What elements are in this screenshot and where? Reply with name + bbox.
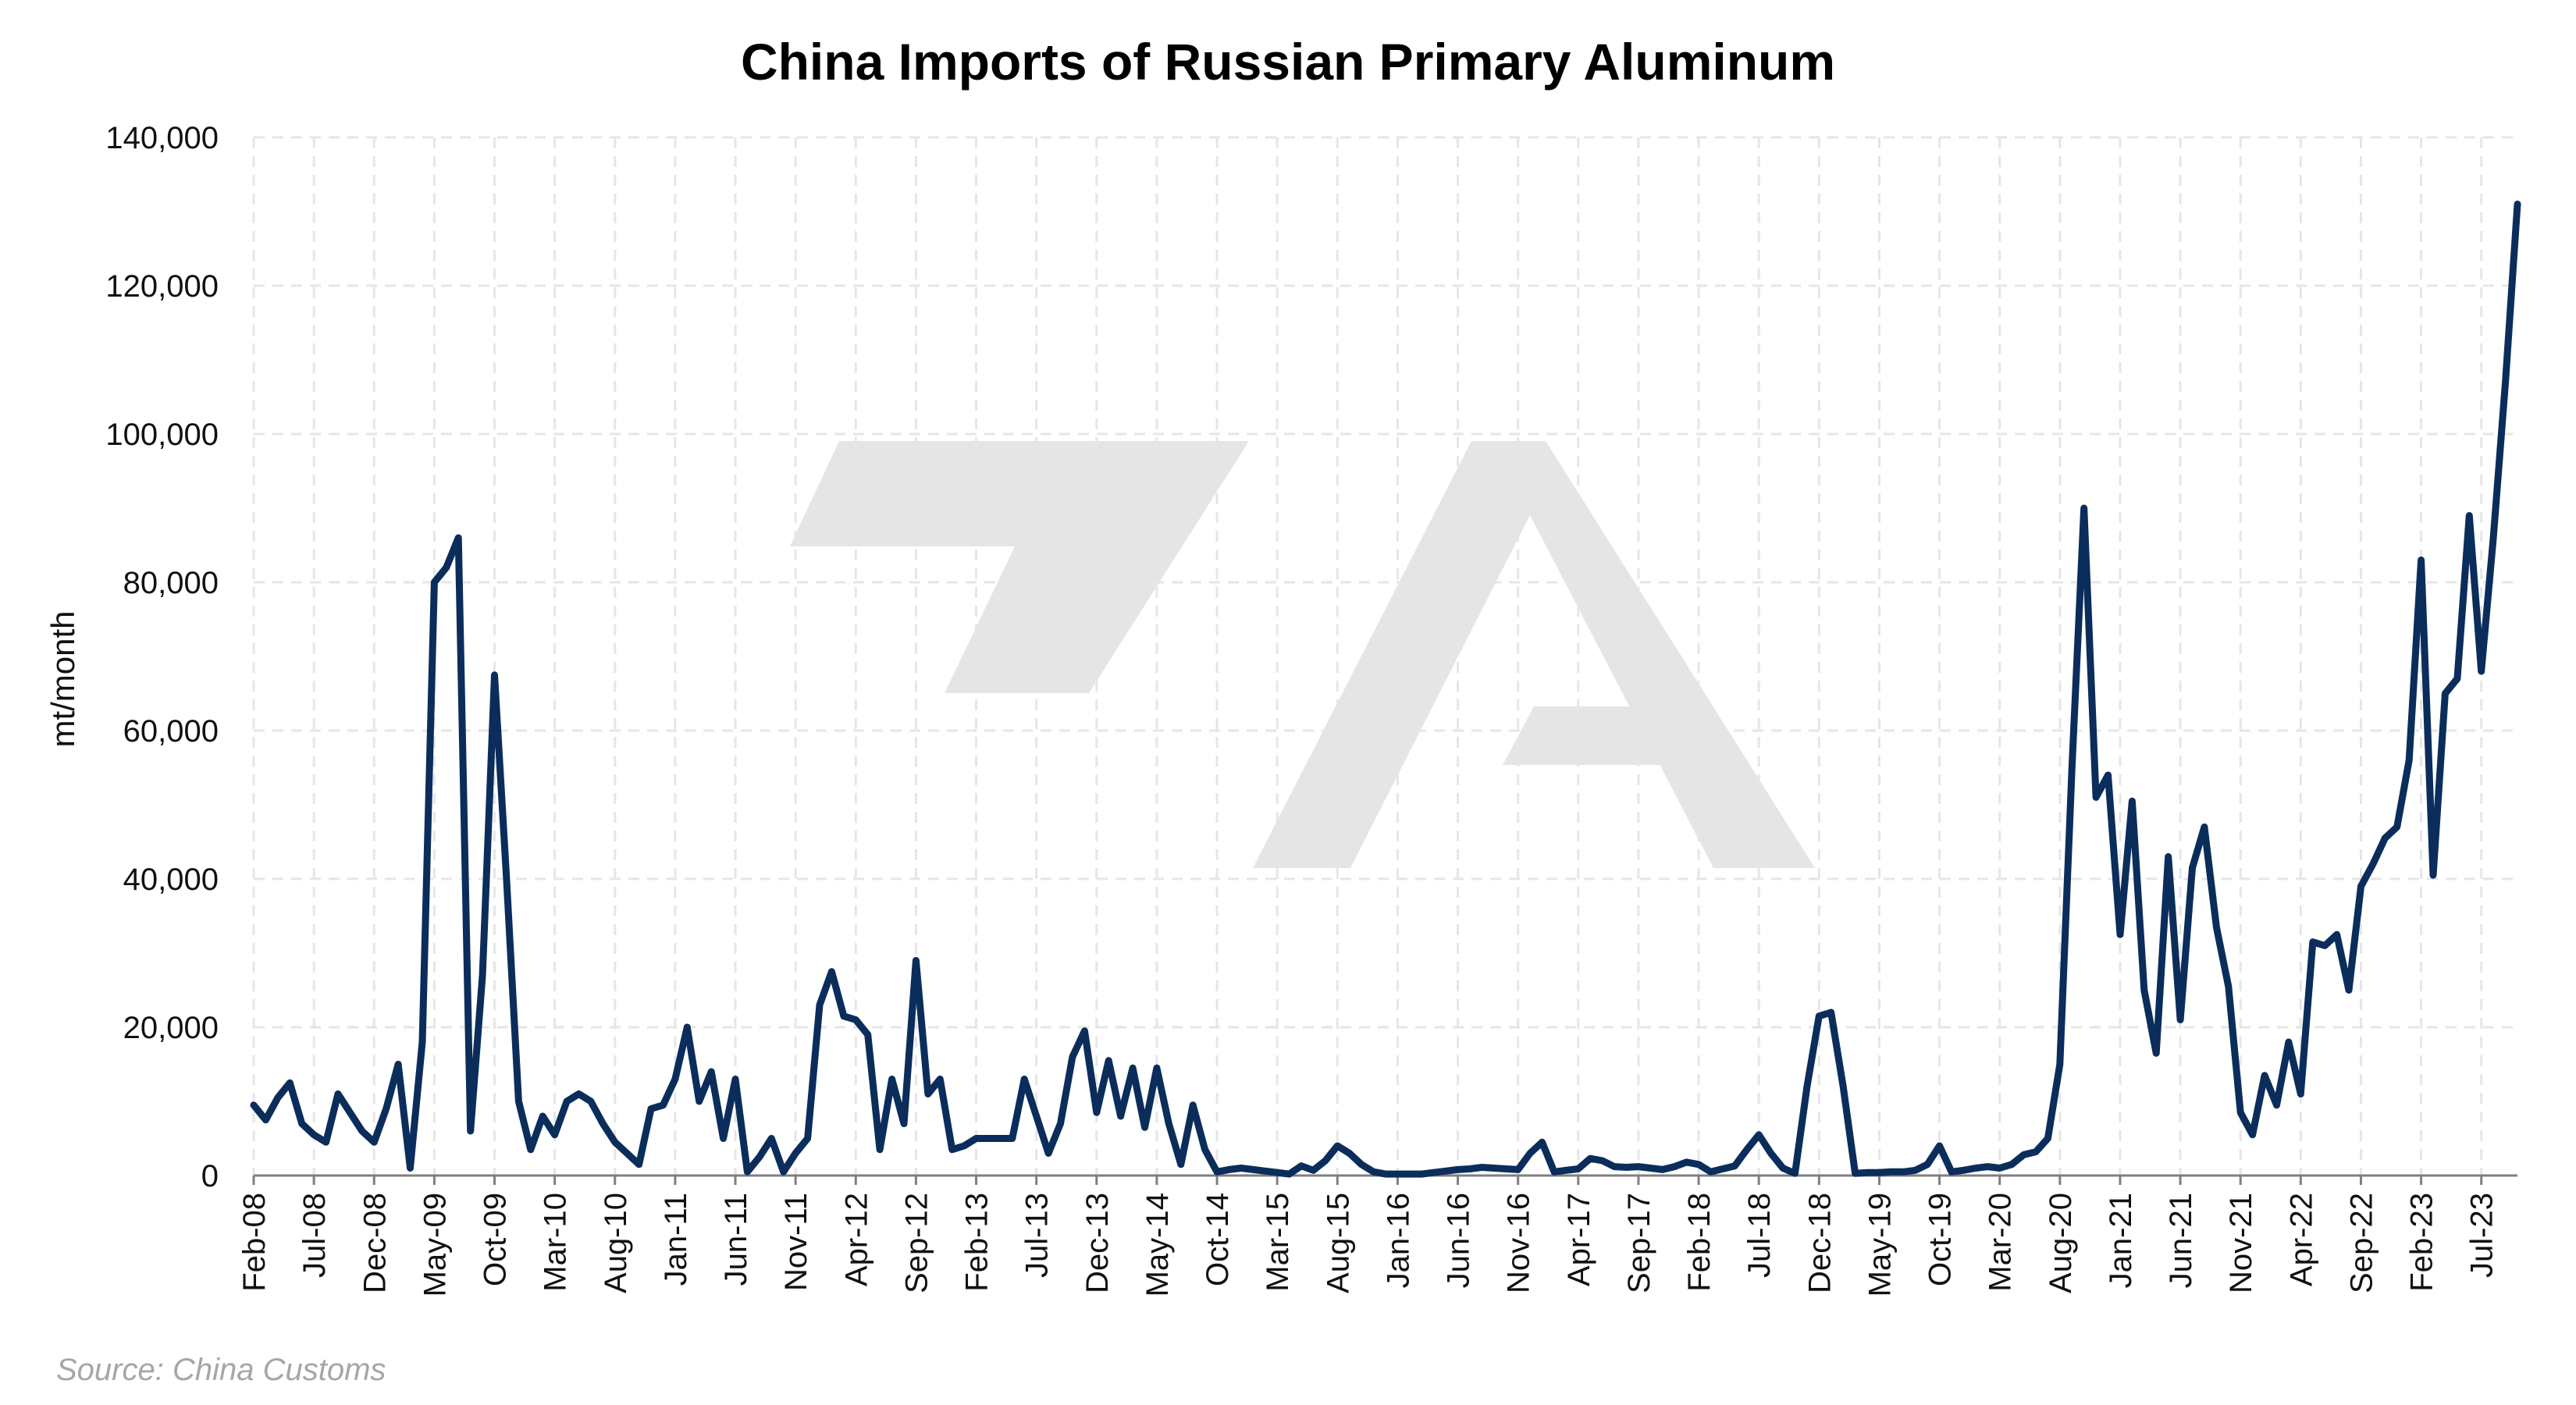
x-tick-label: Apr-17 (1562, 1193, 1596, 1286)
series-layer (250, 201, 2521, 1178)
x-axis-ticks: Feb-08 Jul-08 Dec-08 May-09 Oct-09 Mar-10 Aug-… (237, 1176, 2500, 1297)
x-tick-label: Oct-14 (1201, 1193, 1235, 1286)
x-tick-label: Feb-13 (960, 1193, 994, 1292)
y-tick-label: 100,000 (105, 418, 219, 452)
x-tick-label: Jan-21 (2104, 1193, 2138, 1288)
y-tick-label: 80,000 (123, 566, 219, 600)
x-tick-label: Dec-08 (358, 1193, 392, 1293)
x-tick-label: Jul-23 (2465, 1193, 2500, 1278)
x-tick-label: Mar-15 (1261, 1193, 1295, 1292)
x-tick-label: Sep-22 (2344, 1193, 2379, 1293)
x-tick-label: Aug-15 (1321, 1193, 1355, 1293)
x-tick-label: Jul-08 (297, 1193, 332, 1278)
x-tick-label: Aug-10 (599, 1193, 633, 1293)
x-tick-label: Nov-16 (1502, 1193, 1536, 1293)
y-tick-label: 0 (201, 1159, 219, 1193)
x-tick-label: Nov-11 (779, 1193, 813, 1291)
y-tick-label: 120,000 (105, 269, 219, 304)
x-tick-label: Mar-20 (1984, 1193, 2018, 1292)
chart-title: China Imports of Russian Primary Aluminu… (741, 33, 1835, 91)
x-tick-label: Oct-19 (1923, 1193, 1958, 1286)
x-tick-label: Feb-08 (237, 1193, 272, 1292)
x-tick-label: Feb-23 (2405, 1193, 2439, 1292)
x-tick-label: Mar-10 (539, 1193, 573, 1292)
y-tick-label: 40,000 (123, 863, 219, 897)
x-tick-label: Sep-12 (899, 1193, 934, 1293)
x-tick-label: Aug-20 (2044, 1193, 2078, 1293)
x-tick-label: May-09 (418, 1193, 452, 1297)
x-tick-label: Dec-13 (1080, 1193, 1115, 1293)
x-tick-label: Sep-17 (1622, 1193, 1656, 1293)
x-tick-label: May-14 (1140, 1193, 1175, 1297)
x-tick-label: Jun-21 (2164, 1193, 2198, 1288)
x-tick-label: Apr-12 (839, 1193, 873, 1286)
gridlines (252, 136, 2517, 1176)
y-tick-label: 140,000 (105, 121, 219, 155)
y-tick-label: 60,000 (123, 714, 219, 749)
x-tick-label: Nov-21 (2224, 1193, 2258, 1293)
x-tick-label: Feb-18 (1682, 1193, 1717, 1292)
x-tick-label: Jan-11 (659, 1193, 693, 1286)
x-tick-label: Jun-16 (1442, 1193, 1476, 1288)
x-tick-label: May-19 (1863, 1193, 1897, 1297)
source-note: Source: China Customs (56, 1353, 386, 1387)
x-tick-label: Oct-09 (479, 1193, 513, 1286)
y-tick-label: 20,000 (123, 1011, 219, 1045)
x-tick-label: Jun-11 (719, 1193, 753, 1286)
y-axis-label: mt/month (44, 610, 81, 747)
x-tick-label: Jul-18 (1742, 1193, 1777, 1278)
x-tick-label: Apr-22 (2284, 1193, 2318, 1286)
x-tick-label: Dec-18 (1802, 1193, 1837, 1293)
x-tick-label: Jan-16 (1381, 1193, 1415, 1288)
watermark-logo (790, 441, 1815, 868)
y-axis-ticks: 0 20,000 40,000 60,000 80,000 100,000 120,000 1… (105, 121, 219, 1193)
x-tick-label: Jul-13 (1020, 1193, 1055, 1278)
series-line-imports (250, 201, 2521, 1178)
